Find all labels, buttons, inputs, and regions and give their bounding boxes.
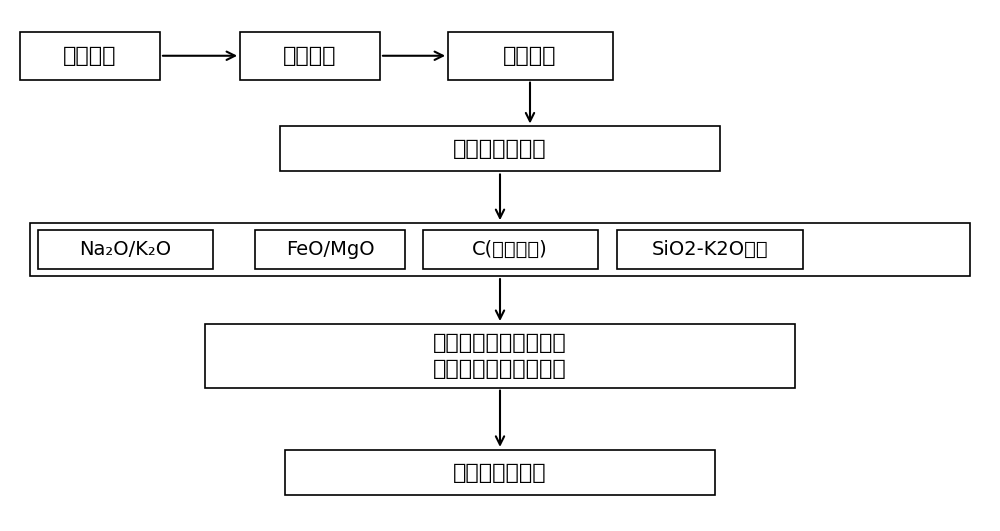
Text: FeO/MgO: FeO/MgO (286, 240, 374, 259)
Bar (240, 32, 380, 80)
Bar (280, 126, 720, 171)
Text: Na₂O/K₂O: Na₂O/K₂O (79, 240, 171, 259)
Text: 岩石形成时的大地构造
环境与地壳成熟度厘定: 岩石形成时的大地构造 环境与地壳成熟度厘定 (433, 332, 567, 379)
Bar (422, 229, 598, 269)
Bar (255, 229, 405, 269)
Text: 分析测试: 分析测试 (283, 46, 337, 66)
Bar (448, 32, 612, 80)
Text: 样品采集: 样品采集 (63, 46, 117, 66)
Text: 参数计算与投图: 参数计算与投图 (453, 139, 547, 159)
Text: 数据整理: 数据整理 (503, 46, 557, 66)
Bar (205, 324, 795, 388)
Text: C(地壳厚度): C(地壳厚度) (472, 240, 548, 259)
Text: SiO2-K2O图解: SiO2-K2O图解 (652, 240, 768, 259)
Bar (20, 32, 160, 80)
Bar (285, 450, 715, 495)
Bar (38, 229, 212, 269)
Bar (30, 223, 970, 276)
Text: 铀成矿潜力评价: 铀成矿潜力评价 (453, 463, 547, 483)
Bar (617, 229, 802, 269)
